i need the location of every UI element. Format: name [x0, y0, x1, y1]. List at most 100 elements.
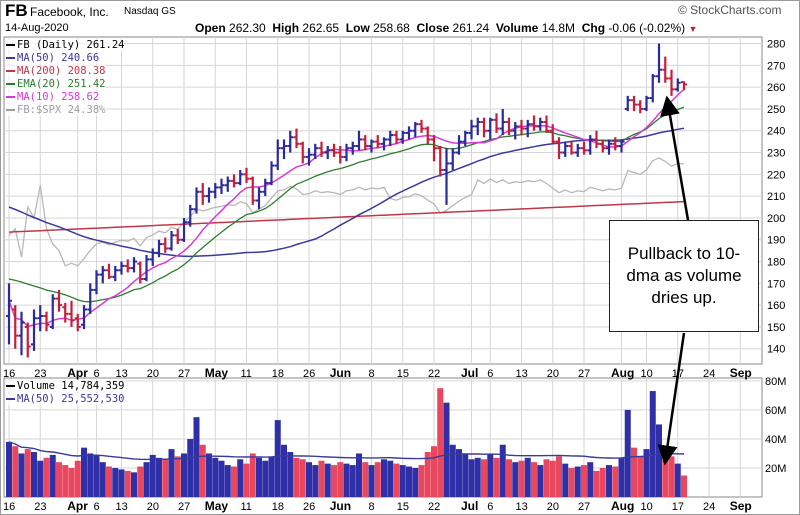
ohlc-bar — [618, 139, 625, 153]
volume-bar — [37, 460, 44, 497]
volume-bar — [487, 453, 494, 497]
volume-bar — [99, 462, 106, 497]
legend-swatch — [6, 398, 15, 400]
open-label: Open — [195, 21, 226, 35]
ohlc-bar — [212, 183, 219, 199]
volume-bar — [174, 456, 181, 497]
company-name: Facebook, Inc. — [30, 5, 109, 19]
ohlc-bar — [431, 135, 437, 162]
close-value: 261.24 — [452, 21, 490, 35]
legend-entry: Volume 14,784,359 — [6, 380, 125, 392]
ohlc-bar — [387, 130, 394, 146]
volume-bar — [462, 453, 469, 497]
ohlc-bar — [193, 187, 200, 214]
volume-bar — [262, 460, 269, 497]
volume-bar — [112, 467, 119, 497]
legend-label: MA(200) 208.38 — [17, 65, 106, 77]
volume-bar — [362, 462, 369, 497]
volume-bar — [131, 472, 137, 497]
x-tick-label-bottom: 6 — [94, 501, 100, 513]
volume-bar — [293, 457, 300, 497]
ohlc-bar — [206, 187, 212, 203]
x-tick-label-bottom: 22 — [428, 501, 440, 513]
x-tick-label-bottom: 17 — [672, 501, 684, 513]
volume-bar — [287, 452, 294, 497]
ohlc-bar — [49, 294, 56, 330]
volume-bar — [549, 460, 556, 497]
ma200-line — [8, 200, 685, 233]
symbol-label: FB — [5, 1, 28, 20]
ohlc-bar — [362, 135, 369, 151]
ohlc-bar — [462, 130, 469, 146]
price-tick-label: 260 — [767, 82, 785, 94]
ohlc-bar — [593, 130, 600, 149]
ohlc-bar — [574, 143, 581, 157]
price-tick-label: 200 — [767, 213, 785, 225]
x-tick-label-bottom: 26 — [303, 501, 315, 513]
volume-bar — [506, 459, 512, 497]
volume-bar — [537, 465, 544, 497]
x-tick-label: Jun — [330, 366, 351, 380]
volume-bar — [656, 424, 662, 497]
x-tick-label-bottom: 15 — [397, 501, 409, 513]
x-tick-label-bottom: Sep — [730, 499, 752, 513]
volume-bar — [181, 453, 187, 497]
ohlc-bar — [274, 139, 281, 170]
ohlc-bar — [468, 119, 475, 140]
ohlc-bar — [631, 95, 637, 112]
volume-bar — [237, 459, 244, 497]
relative-strength-line — [8, 157, 685, 267]
ohlc-bar — [656, 43, 662, 83]
ohlc-bar — [306, 148, 312, 166]
x-tick-label-bottom: 20 — [147, 501, 159, 513]
ohlc-bar — [412, 122, 419, 138]
ohlc-bar — [162, 237, 169, 253]
volume-bar — [281, 444, 287, 497]
volume-bar — [118, 469, 125, 497]
ohlc-bar — [106, 263, 112, 279]
ohlc-bar — [174, 228, 181, 245]
x-tick-label-bottom: 20 — [547, 501, 559, 513]
ohlc-bar — [56, 289, 62, 312]
volume-bar — [637, 456, 644, 497]
ohlc-bar — [81, 305, 87, 330]
legend-swatch — [6, 83, 15, 85]
ma50-line — [8, 127, 685, 258]
arrow-to-volume — [657, 332, 686, 466]
volume-bar — [43, 457, 50, 497]
volume-bar — [106, 466, 112, 497]
x-tick-label-bottom: 11 — [241, 501, 252, 513]
x-tick-label: 18 — [272, 368, 284, 380]
ohlc-bar — [568, 141, 575, 155]
ohlc-bar — [662, 56, 669, 83]
ohlc-bar — [643, 95, 650, 112]
x-tick-label: Jul — [461, 366, 478, 380]
volume-bar — [649, 391, 656, 497]
ohlc-bar — [43, 311, 50, 332]
ohlc-bar — [324, 146, 331, 160]
ohlc-bar — [156, 239, 162, 258]
ohlc-bar — [299, 141, 306, 164]
chg-label: Chg — [581, 21, 606, 35]
x-tick-label-bottom: 23 — [34, 501, 46, 513]
ohlc-bar — [624, 95, 631, 112]
volume-bar — [156, 457, 162, 497]
ohlc-bar — [537, 117, 544, 131]
ohlc-bar — [62, 302, 69, 323]
volume-bar — [68, 467, 75, 497]
ohlc-bar — [249, 176, 256, 205]
ohlc-bar — [37, 305, 44, 332]
ohlc-bar — [68, 300, 75, 327]
volume-bar — [412, 467, 419, 497]
ohlc-bar — [399, 130, 406, 144]
legend-label: MA(50) 240.66 — [17, 52, 100, 64]
legend-entry: MA(200) 208.38 — [6, 65, 106, 77]
volume-bar — [162, 459, 169, 497]
volume-bar — [206, 453, 212, 497]
ohlc-bar — [456, 135, 462, 155]
volume-bar — [124, 470, 131, 497]
volume-bar — [574, 466, 581, 497]
volume-bar — [481, 459, 487, 497]
volume-bar — [12, 446, 19, 497]
ohlc-bar — [393, 130, 400, 144]
